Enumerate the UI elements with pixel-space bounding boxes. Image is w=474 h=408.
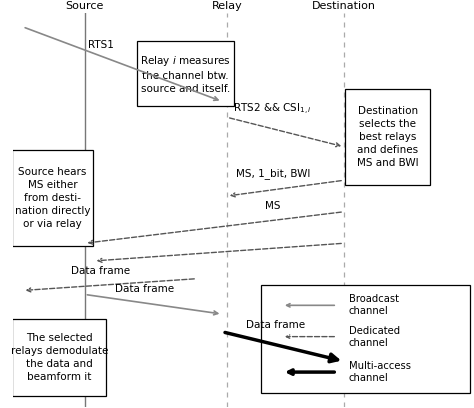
Text: The selected
relays demodulate
the data and
beamform it: The selected relays demodulate the data … — [10, 333, 108, 381]
Text: Dedicated
channel: Dedicated channel — [348, 326, 400, 348]
Text: RTS2 && CSI$_{1,i}$: RTS2 && CSI$_{1,i}$ — [233, 102, 312, 117]
Text: MS, 1_bit, BWI: MS, 1_bit, BWI — [236, 168, 310, 179]
FancyBboxPatch shape — [12, 319, 106, 396]
Text: Destination: Destination — [312, 1, 376, 11]
Text: Multi-access
channel: Multi-access channel — [348, 361, 410, 383]
FancyBboxPatch shape — [12, 150, 92, 246]
Text: Data frame: Data frame — [115, 284, 174, 295]
Text: Broadcast
channel: Broadcast channel — [348, 294, 399, 316]
Text: Destination
selects the
best relays
and defines
MS and BWI: Destination selects the best relays and … — [357, 106, 419, 168]
Text: RTS1: RTS1 — [88, 40, 114, 50]
Text: Source hears
MS either
from desti-
nation directly
or via relay: Source hears MS either from desti- natio… — [15, 167, 90, 228]
Text: Data frame: Data frame — [71, 266, 130, 276]
Text: Relay $i$ measures
the channel btw.
source and itself.: Relay $i$ measures the channel btw. sour… — [140, 54, 231, 94]
Text: Data frame: Data frame — [246, 320, 305, 330]
FancyBboxPatch shape — [261, 284, 470, 393]
FancyBboxPatch shape — [345, 89, 430, 185]
Text: Source: Source — [65, 1, 104, 11]
Text: MS: MS — [265, 201, 281, 211]
FancyBboxPatch shape — [137, 42, 234, 106]
Text: Relay: Relay — [211, 1, 242, 11]
